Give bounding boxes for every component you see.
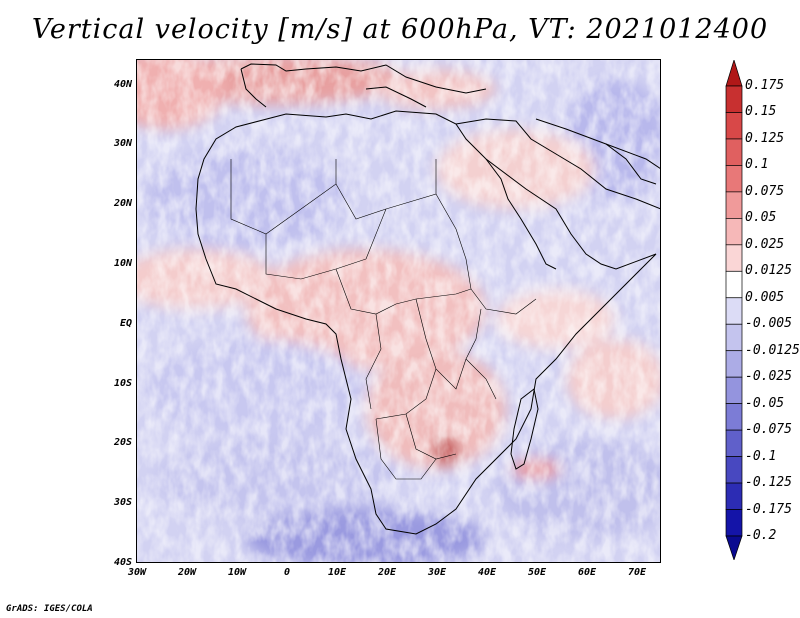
colorbar-segment [725, 138, 743, 166]
map-title: Vertical velocity [m/s] at 600hPa, VT: 2… [31, 14, 769, 45]
lon-label: 10W [227, 567, 247, 578]
colorbar-arrow-top [725, 60, 743, 87]
colorbar-segment [725, 403, 743, 431]
colorbar-label: -0.05 [745, 395, 785, 411]
colorbar-arrow-bottom [725, 535, 743, 560]
colorbar-label: -0.175 [745, 501, 792, 517]
borders [230, 159, 537, 480]
colorbar-segment [725, 244, 743, 272]
colorbar-segment [725, 376, 743, 404]
colorbar-label: -0.005 [745, 316, 792, 332]
colorbar-label: -0.1 [745, 448, 777, 464]
colorbar-label: 0.005 [745, 289, 785, 305]
colorbar-segment [725, 218, 743, 246]
colorbar-segment [725, 165, 743, 193]
map-frame [136, 59, 661, 563]
colorbar-label: -0.0125 [745, 342, 800, 358]
coastlines [195, 63, 661, 535]
colorbar-segment [725, 509, 743, 537]
vertical-velocity-map [136, 59, 661, 563]
colorbar-label: 0.025 [745, 236, 785, 252]
colorbar-label: 0.15 [745, 104, 777, 120]
colorbar-label: 0.125 [745, 130, 785, 146]
lat-label: 30N [113, 138, 132, 149]
lon-label: 30E [427, 567, 447, 578]
colorbar-label: 0.075 [745, 183, 785, 199]
lat-label: 30S [113, 497, 132, 508]
colorbar-segment [725, 482, 743, 510]
colorbar-segment [725, 112, 743, 140]
lat-label: 40S [113, 557, 132, 568]
lat-label: 20N [113, 198, 132, 209]
lon-label: 50E [527, 567, 547, 578]
lon-label: 60E [577, 567, 597, 578]
lat-label: 10N [113, 258, 132, 269]
lon-label: 30W [127, 567, 147, 578]
colorbar-segment [725, 350, 743, 378]
lon-label: 20E [377, 567, 397, 578]
lon-label: 40E [477, 567, 497, 578]
lat-label: 10S [113, 378, 132, 389]
colorbar-segment [725, 85, 743, 113]
lon-label: 20W [177, 567, 197, 578]
colorbar-label: 0.0125 [745, 263, 792, 279]
colorbar-segment [725, 323, 743, 352]
colorbar-segment [725, 429, 743, 457]
lat-label: 20S [113, 437, 132, 448]
colorbar-label: -0.2 [745, 528, 777, 543]
colorbar-label: 0.05 [745, 210, 777, 226]
colorbar-label: 0.175 [745, 78, 785, 93]
colorbar-label: -0.025 [745, 369, 792, 385]
colorbar-segment [725, 297, 743, 325]
colorbar-segment [725, 270, 743, 299]
credit-text: GrADS: IGES/COLA [6, 604, 93, 614]
colorbar-segment [725, 456, 743, 484]
colorbar [725, 60, 743, 560]
colorbar-label: -0.075 [745, 422, 792, 438]
colorbar-label: 0.1 [745, 157, 769, 173]
lon-label: 0 [283, 567, 291, 578]
lat-label: 40N [113, 79, 132, 90]
lat-label: EQ [119, 318, 132, 329]
colorbar-segment [725, 191, 743, 219]
lon-label: 10E [327, 567, 347, 578]
lon-label: 70E [627, 567, 647, 578]
colorbar-label: -0.125 [745, 475, 792, 491]
